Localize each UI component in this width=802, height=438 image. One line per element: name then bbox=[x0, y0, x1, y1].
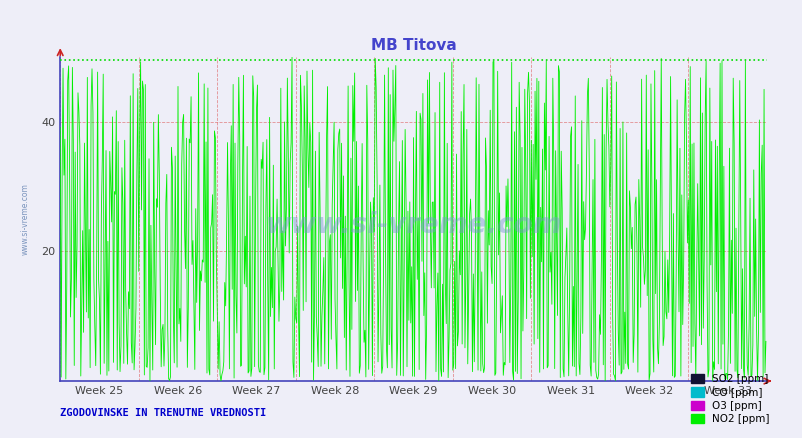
Text: www.si-vreme.com: www.si-vreme.com bbox=[265, 212, 561, 240]
Legend: SO2 [ppm], CO [ppm], O3 [ppm], NO2 [ppm]: SO2 [ppm], CO [ppm], O3 [ppm], NO2 [ppm] bbox=[687, 370, 773, 428]
Text: ZGODOVINSKE IN TRENUTNE VREDNOSTI: ZGODOVINSKE IN TRENUTNE VREDNOSTI bbox=[60, 408, 266, 418]
Text: www.si-vreme.com: www.si-vreme.com bbox=[20, 183, 30, 255]
Title: MB Titova: MB Titova bbox=[371, 38, 456, 53]
